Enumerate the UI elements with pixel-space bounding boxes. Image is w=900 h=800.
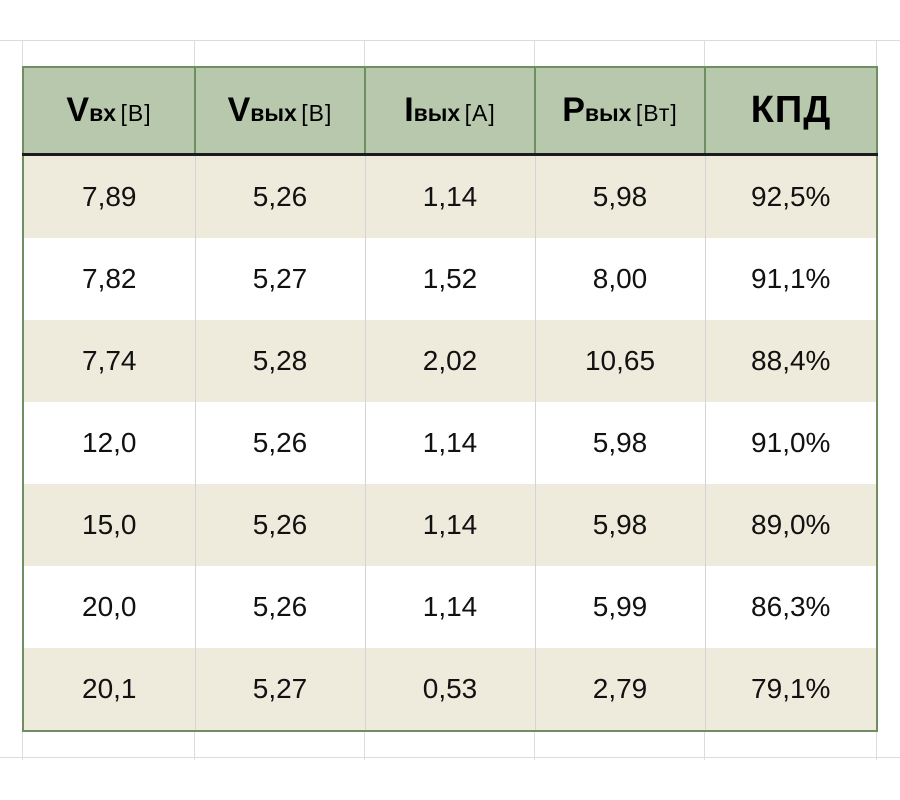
grid-hline xyxy=(0,40,900,41)
table-row: 20,1 5,27 0,53 2,79 79,1% xyxy=(22,648,878,732)
cell-v-in[interactable]: 20,0 xyxy=(22,566,196,648)
cell-p-out[interactable]: 5,98 xyxy=(534,402,706,484)
header-p-out[interactable]: Pвых [Вт] xyxy=(534,66,706,156)
cell-v-in[interactable]: 20,1 xyxy=(22,648,196,732)
header-i-out[interactable]: Iвых [А] xyxy=(364,66,536,156)
cell-p-out[interactable]: 8,00 xyxy=(534,238,706,320)
cell-v-in[interactable]: 7,82 xyxy=(22,238,196,320)
cell-i-out[interactable]: 1,14 xyxy=(364,484,536,566)
cell-i-out[interactable]: 1,14 xyxy=(364,402,536,484)
cell-v-out[interactable]: 5,28 xyxy=(194,320,366,402)
cell-v-out[interactable]: 5,26 xyxy=(194,154,366,238)
cell-v-in[interactable]: 15,0 xyxy=(22,484,196,566)
efficiency-table: Vвх [В] Vвых [В] Iвых [А] Pвых [Вт] КПД … xyxy=(22,66,878,732)
cell-v-out[interactable]: 5,26 xyxy=(194,566,366,648)
table-row: 7,89 5,26 1,14 5,98 92,5% xyxy=(22,154,878,238)
cell-v-in[interactable]: 7,89 xyxy=(22,154,196,238)
table-row: 20,0 5,26 1,14 5,99 86,3% xyxy=(22,566,878,648)
cell-p-out[interactable]: 5,99 xyxy=(534,566,706,648)
cell-i-out[interactable]: 1,14 xyxy=(364,154,536,238)
cell-v-in[interactable]: 12,0 xyxy=(22,402,196,484)
cell-v-out[interactable]: 5,26 xyxy=(194,402,366,484)
cell-i-out[interactable]: 2,02 xyxy=(364,320,536,402)
cell-efficiency[interactable]: 92,5% xyxy=(704,154,878,238)
cell-efficiency[interactable]: 86,3% xyxy=(704,566,878,648)
table-row: 15,0 5,26 1,14 5,98 89,0% xyxy=(22,484,878,566)
header-v-out[interactable]: Vвых [В] xyxy=(194,66,366,156)
cell-efficiency[interactable]: 89,0% xyxy=(704,484,878,566)
table-row: 7,82 5,27 1,52 8,00 91,1% xyxy=(22,238,878,320)
cell-efficiency[interactable]: 91,1% xyxy=(704,238,878,320)
cell-v-out[interactable]: 5,27 xyxy=(194,238,366,320)
header-row: Vвх [В] Vвых [В] Iвых [А] Pвых [Вт] КПД xyxy=(22,66,878,156)
cell-i-out[interactable]: 1,14 xyxy=(364,566,536,648)
cell-p-out[interactable]: 5,98 xyxy=(534,484,706,566)
cell-p-out[interactable]: 5,98 xyxy=(534,154,706,238)
header-v-in[interactable]: Vвх [В] xyxy=(22,66,196,156)
table-row: 7,74 5,28 2,02 10,65 88,4% xyxy=(22,320,878,402)
cell-efficiency[interactable]: 88,4% xyxy=(704,320,878,402)
table-row: 12,0 5,26 1,14 5,98 91,0% xyxy=(22,402,878,484)
cell-p-out[interactable]: 10,65 xyxy=(534,320,706,402)
table-body: 7,89 5,26 1,14 5,98 92,5% 7,82 5,27 1,52 8,00 91,… xyxy=(22,154,878,732)
cell-v-out[interactable]: 5,26 xyxy=(194,484,366,566)
cell-i-out[interactable]: 0,53 xyxy=(364,648,536,732)
header-efficiency[interactable]: КПД xyxy=(704,66,878,156)
grid-hline xyxy=(0,757,900,758)
cell-efficiency[interactable]: 79,1% xyxy=(704,648,878,732)
cell-efficiency[interactable]: 91,0% xyxy=(704,402,878,484)
cell-v-in[interactable]: 7,74 xyxy=(22,320,196,402)
cell-p-out[interactable]: 2,79 xyxy=(534,648,706,732)
cell-v-out[interactable]: 5,27 xyxy=(194,648,366,732)
cell-i-out[interactable]: 1,52 xyxy=(364,238,536,320)
